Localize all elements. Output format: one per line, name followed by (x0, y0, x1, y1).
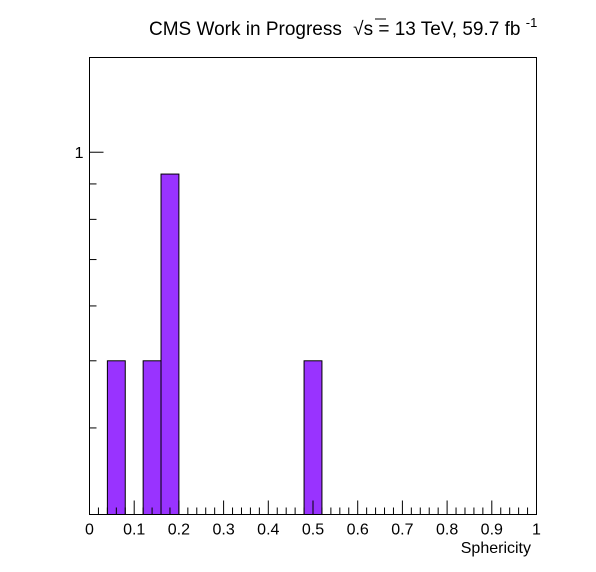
title-energy: = 13 TeV, 59.7 fb (378, 19, 520, 40)
x-axis-label: Sphericity (461, 540, 531, 557)
histogram-bar (303, 360, 323, 516)
x-tick-label: 0.4 (257, 522, 279, 539)
x-tick-label: 0.5 (302, 522, 324, 539)
y-axis: 1 (75, 145, 104, 429)
histogram-bar (160, 173, 180, 516)
title-experiment: CMS Work in Progress (149, 19, 342, 40)
title-lumi-exponent: -1 (526, 15, 538, 30)
x-tick-label: 0.3 (212, 522, 234, 539)
x-tick-label: 0 (85, 522, 94, 539)
x-tick-label: 0.2 (168, 522, 190, 539)
histogram-bar (142, 360, 162, 516)
sqrt-symbol: √ (353, 19, 364, 40)
histogram-bars (106, 173, 323, 516)
chart-title: CMS Work in Progress √s = 13 TeV, 59.7 f… (149, 15, 537, 40)
y-tick-label: 1 (75, 145, 84, 162)
x-tick-label: 0.6 (347, 522, 369, 539)
x-tick-label: 0.1 (123, 522, 145, 539)
x-tick-label: 0.7 (391, 522, 413, 539)
x-tick-label: 1 (532, 522, 541, 539)
x-axis: 0 0.1 0.2 0.3 0.4 0.5 0.6 0.7 0.8 0.9 1 (85, 500, 541, 539)
title-sqrt-s: s (364, 19, 374, 40)
x-tick-label: 0.8 (436, 522, 458, 539)
x-tick-label: 0.9 (481, 522, 503, 539)
histogram-bar (106, 360, 126, 516)
